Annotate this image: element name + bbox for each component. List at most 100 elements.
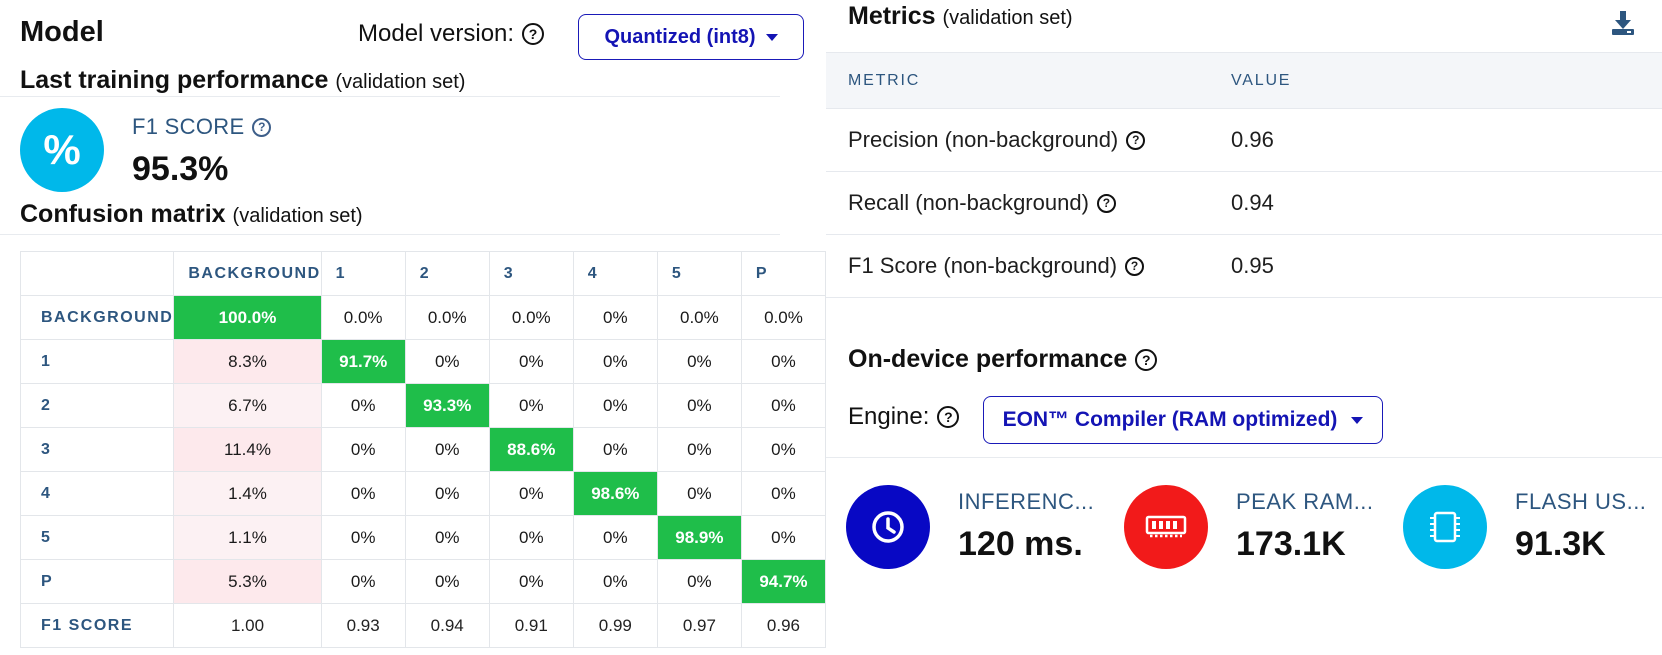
- flash-usage-value: 91.3K: [1515, 525, 1606, 563]
- metric-value: 0.96: [1231, 108, 1662, 172]
- engine-value: EON™ Compiler (RAM optimized): [1002, 408, 1338, 431]
- matrix-row-header: 1: [19, 339, 175, 384]
- matrix-cell: 0%: [572, 295, 658, 340]
- metrics-title: Metrics (validation set): [848, 2, 1073, 31]
- matrix-row: 5 1.1% 0% 0% 0% 0% 98.9% 0%: [19, 515, 827, 560]
- matrix-f1-cell: 0.94: [404, 603, 490, 648]
- help-icon[interactable]: ?: [1096, 193, 1116, 213]
- matrix-cell: 0%: [572, 559, 658, 604]
- matrix-cell: 0%: [656, 383, 742, 428]
- matrix-column-header: 2: [404, 251, 490, 296]
- metrics-row: F1 Score (non-background)? 0.95: [826, 234, 1662, 298]
- model-title: Model: [20, 16, 104, 48]
- matrix-cell: 0%: [320, 471, 406, 516]
- matrix-cell: 0.0%: [740, 295, 827, 340]
- matrix-cell: 0%: [740, 515, 827, 560]
- metrics-panel: Metrics (validation set) METRIC VALUE Pr…: [826, 0, 1662, 655]
- matrix-column-header: BACKGROUND: [173, 251, 322, 296]
- matrix-cell: 0%: [656, 339, 742, 384]
- matrix-cell: 0%: [488, 515, 574, 560]
- matrix-cell: 0%: [320, 427, 406, 472]
- help-icon[interactable]: ?: [1125, 256, 1145, 276]
- flash-usage-stat: FLASH US... 91.3K: [1403, 485, 1646, 569]
- download-icon[interactable]: [1608, 8, 1638, 38]
- on-device-title-text: On-device performance: [848, 345, 1128, 373]
- matrix-cell-correct: 93.3%: [404, 383, 490, 428]
- matrix-row: 1 8.3% 91.7% 0% 0% 0% 0% 0%: [19, 339, 827, 384]
- inference-time-stat: INFERENC... 120 ms.: [846, 485, 1094, 569]
- f1-score-value: 95.3%: [132, 150, 229, 188]
- ram-icon: [1124, 485, 1208, 569]
- help-icon[interactable]: ?: [1135, 348, 1158, 371]
- matrix-cell: 5.3%: [173, 559, 322, 604]
- on-device-title: On-device performance ?: [848, 345, 1158, 374]
- matrix-cell: 1.4%: [173, 471, 322, 516]
- matrix-column-header: 5: [656, 251, 742, 296]
- matrix-f1-cell: 1.00: [173, 603, 322, 648]
- metric-name: Recall (non-background): [848, 190, 1089, 215]
- matrix-cell: 0%: [404, 427, 490, 472]
- matrix-cell-correct: 91.7%: [320, 339, 406, 384]
- matrix-cell: 0%: [488, 471, 574, 516]
- matrix-column-header: P: [740, 251, 827, 296]
- matrix-row-header: P: [19, 559, 175, 604]
- matrix-cell: 0%: [740, 427, 827, 472]
- matrix-row: 2 6.7% 0% 93.3% 0% 0% 0% 0%: [19, 383, 827, 428]
- matrix-cell: 1.1%: [173, 515, 322, 560]
- flash-usage-label: FLASH US...: [1515, 489, 1647, 514]
- confusion-matrix-title: Confusion matrix (validation set): [20, 200, 363, 229]
- metrics-table: METRIC VALUE Precision (non-background)?…: [826, 52, 1662, 298]
- matrix-cell: 0.0%: [656, 295, 742, 340]
- metric-value: 0.95: [1231, 234, 1662, 298]
- matrix-row: 4 1.4% 0% 0% 0% 98.6% 0% 0%: [19, 471, 827, 516]
- caret-down-icon: [1351, 416, 1364, 424]
- metrics-row: Precision (non-background)? 0.96: [826, 108, 1662, 172]
- matrix-cell: 0%: [740, 471, 827, 516]
- matrix-cell: 0%: [320, 383, 406, 428]
- matrix-cell: 0%: [572, 383, 658, 428]
- matrix-cell: 0%: [572, 427, 658, 472]
- matrix-row-header: 3: [19, 427, 175, 472]
- matrix-f1-cell: 0.96: [740, 603, 827, 648]
- matrix-row-header: 4: [19, 471, 175, 516]
- last-training-subtitle: (validation set): [335, 71, 466, 93]
- model-version-select[interactable]: Quantized (int8): [578, 14, 804, 60]
- matrix-cell: 0%: [740, 383, 827, 428]
- matrix-row-header: BACKGROUND: [19, 295, 175, 340]
- matrix-cell-correct: 100.0%: [173, 295, 322, 340]
- matrix-cell: 6.7%: [173, 383, 322, 428]
- matrix-column-header: 1: [320, 251, 406, 296]
- divider: [826, 457, 1662, 458]
- metric-column-header: METRIC: [826, 52, 1231, 109]
- inference-time-label: INFERENC...: [958, 489, 1095, 514]
- matrix-row: 3 11.4% 0% 0% 88.6% 0% 0% 0%: [19, 427, 827, 472]
- metrics-row: Recall (non-background)? 0.94: [826, 171, 1662, 235]
- help-icon[interactable]: ?: [522, 23, 545, 45]
- matrix-cell: 0%: [488, 559, 574, 604]
- metrics-title-text: Metrics: [848, 2, 936, 30]
- peak-ram-label: PEAK RAM...: [1236, 489, 1374, 514]
- metrics-header-row: METRIC VALUE: [826, 52, 1662, 109]
- matrix-cell: 0%: [320, 515, 406, 560]
- f1-score-label-text: F1 SCORE: [132, 114, 245, 139]
- matrix-cell: 0.0%: [320, 295, 406, 340]
- matrix-f1-cell: 0.93: [320, 603, 406, 648]
- metrics-subtitle: (validation set): [942, 7, 1073, 29]
- help-icon[interactable]: ?: [937, 406, 960, 428]
- engine-select[interactable]: EON™ Compiler (RAM optimized): [983, 396, 1383, 444]
- help-icon[interactable]: ?: [252, 117, 272, 137]
- metric-name: Precision (non-background): [848, 127, 1119, 152]
- confusion-matrix-subtitle: (validation set): [232, 205, 363, 227]
- matrix-cell: 11.4%: [173, 427, 322, 472]
- matrix-row: P 5.3% 0% 0% 0% 0% 0% 94.7%: [19, 559, 827, 604]
- matrix-cell: 0%: [404, 515, 490, 560]
- divider: [0, 96, 780, 97]
- matrix-cell: 8.3%: [173, 339, 322, 384]
- matrix-cell: 0%: [572, 515, 658, 560]
- matrix-cell-correct: 98.6%: [572, 471, 658, 516]
- matrix-cell: 0%: [656, 559, 742, 604]
- peak-ram-stat: PEAK RAM... 173.1K: [1124, 485, 1374, 569]
- help-icon[interactable]: ?: [1126, 130, 1146, 150]
- model-version-text: Model version:: [358, 20, 515, 47]
- last-training-title: Last training performance (validation se…: [20, 66, 465, 95]
